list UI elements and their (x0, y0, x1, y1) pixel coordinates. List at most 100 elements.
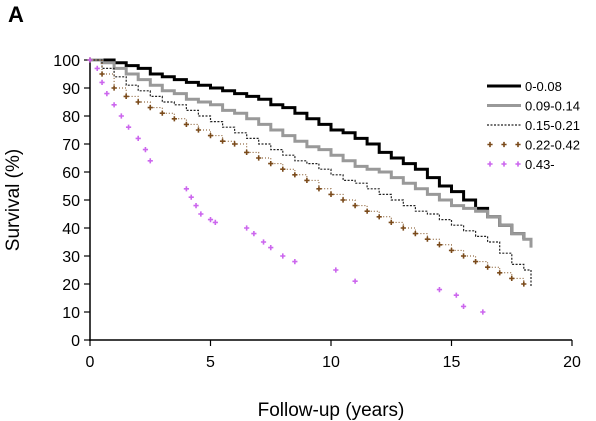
series-0.09-0.14 (89, 58, 533, 248)
data-point (400, 225, 406, 231)
data-point (268, 245, 274, 251)
plot-area: 0 10 20 30 40 50 60 70 80 90 100 0 5 10 15 20 0-0.08 0.09… (53, 53, 581, 371)
data-point (118, 113, 124, 119)
y-axis-title: Survival (%) (3, 149, 24, 251)
legend-item: 0.43- (487, 157, 555, 172)
data-point (509, 275, 515, 281)
data-point (251, 231, 257, 237)
y-tick-label: 90 (62, 81, 80, 98)
legend-swatch (487, 161, 493, 167)
data-point (352, 278, 358, 284)
data-point (388, 219, 394, 225)
y-tick-label: 10 (62, 305, 80, 322)
data-point (87, 57, 93, 63)
data-point (485, 264, 491, 270)
x-tick-label: 15 (443, 354, 461, 371)
data-point (171, 116, 177, 122)
y-tick-label: 20 (62, 277, 80, 294)
data-point (193, 203, 199, 209)
y-tick-label: 50 (62, 193, 80, 210)
data-point (352, 203, 358, 209)
series-line (90, 59, 532, 287)
data-point (280, 253, 286, 259)
legend-swatch (487, 141, 493, 148)
data-point (436, 287, 443, 293)
data-point (268, 161, 274, 167)
y-tick-label: 40 (62, 221, 80, 238)
data-point (147, 158, 153, 164)
data-point (125, 124, 132, 130)
data-point (159, 110, 165, 116)
data-point (256, 155, 262, 161)
data-point (99, 79, 105, 85)
series-0.15-0.21 (89, 59, 532, 287)
data-point (497, 270, 503, 276)
series-line (90, 58, 526, 240)
data-point (292, 259, 298, 265)
data-point (207, 133, 214, 139)
legend-label: 0.22-0.42 (525, 138, 580, 153)
data-point (104, 91, 110, 97)
data-point (244, 225, 250, 231)
legend-label: 0.15-0.21 (525, 118, 580, 133)
data-point (195, 127, 202, 133)
y-tick-label: 80 (62, 109, 80, 126)
data-point (340, 197, 346, 203)
legend-swatch (515, 161, 521, 167)
data-point (212, 219, 218, 225)
data-point (147, 105, 153, 111)
data-point (135, 135, 141, 141)
data-point (142, 147, 149, 153)
data-point (364, 208, 370, 214)
x-tick-label: 10 (322, 354, 340, 371)
data-point (292, 172, 298, 178)
data-point (219, 138, 226, 144)
y-tick-label: 100 (53, 53, 80, 70)
data-point (521, 281, 527, 287)
data-point (328, 191, 334, 197)
data-point (207, 217, 214, 223)
series-line (90, 59, 525, 284)
data-point (111, 102, 117, 108)
series-0.43- (87, 57, 486, 315)
data-point (424, 236, 430, 242)
legend-label: 0.09-0.14 (525, 99, 580, 114)
data-point (376, 214, 382, 220)
data-point (460, 253, 467, 259)
data-point (304, 177, 310, 183)
series-0.22-0.42 (87, 57, 527, 287)
data-point (480, 309, 486, 315)
y-tick-label: 60 (62, 165, 80, 182)
x-axis-title: Follow-up (years) (258, 400, 405, 421)
x-tick-label: 20 (563, 354, 581, 371)
data-point (448, 247, 455, 253)
legend-swatch (515, 141, 521, 148)
data-point (111, 85, 117, 91)
data-point (183, 186, 189, 192)
y-tick-label: 70 (62, 137, 80, 154)
y-tick-label: 0 (71, 333, 80, 350)
x-tick-label: 0 (86, 354, 95, 371)
legend-label: 0-0.08 (525, 79, 562, 94)
legend-item: 0.09-0.14 (487, 99, 580, 114)
data-point (232, 141, 238, 147)
x-tick-label: 5 (206, 354, 215, 371)
data-point (473, 259, 479, 265)
legend-swatch (501, 141, 507, 148)
data-point (244, 149, 250, 155)
data-point (123, 93, 129, 99)
series-0-0.08 (89, 58, 526, 240)
data-point (135, 99, 141, 105)
series-line (90, 58, 533, 248)
legend-swatch (501, 161, 507, 167)
data-point (94, 65, 100, 71)
data-point (333, 267, 339, 273)
legend-item: 0.22-0.42 (487, 138, 580, 153)
data-point (412, 231, 418, 237)
y-tick-label: 30 (62, 249, 80, 266)
data-point (453, 292, 459, 298)
data-point (99, 71, 105, 77)
data-point (280, 166, 286, 172)
legend-item: 0-0.08 (487, 79, 562, 94)
